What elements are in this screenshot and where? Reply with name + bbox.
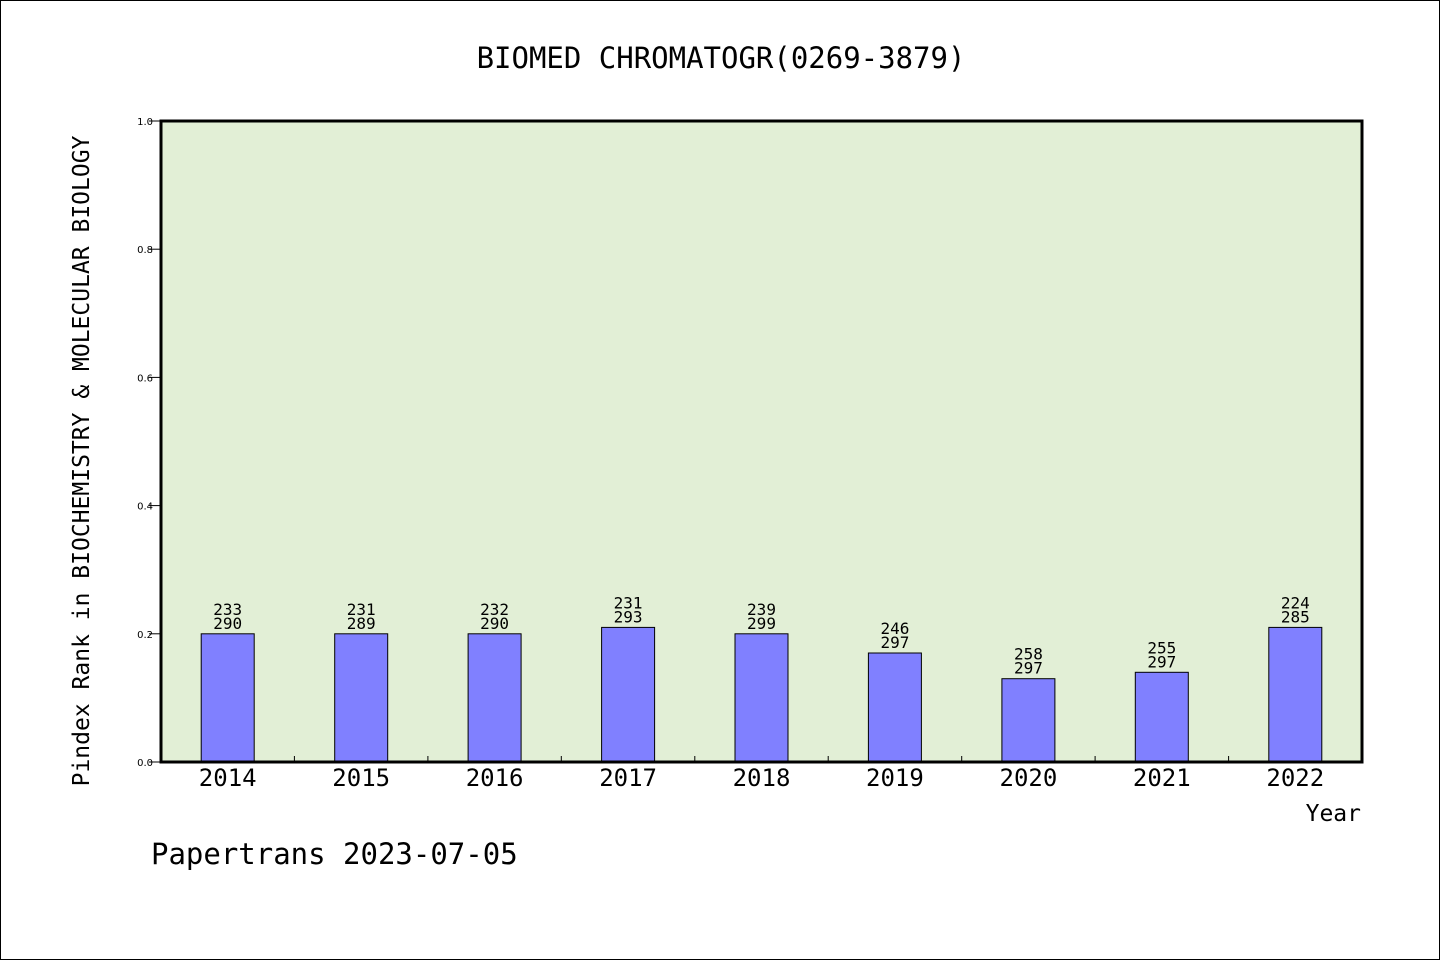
y-tick-label: 0.2 [137, 630, 153, 641]
chart-title: BIOMED CHROMATOGR(0269-3879) [477, 41, 966, 75]
data-label-rank-2016: 232 [480, 600, 509, 619]
plot-border [159, 119, 1364, 764]
data-label-total-2019: 297 [880, 633, 909, 652]
bar-2017 [601, 626, 656, 763]
data-label-rank-2021: 255 [1147, 638, 1176, 657]
bar-2020 [1001, 678, 1056, 763]
data-label-rank-2020: 258 [1014, 645, 1043, 664]
x-tick-label-2015: 2015 [332, 764, 390, 792]
y-axis-label: Pindex Rank in BIOCHEMISTRY & MOLECULAR … [69, 135, 95, 786]
data-label-rank-2018: 239 [747, 600, 776, 619]
x-tick-label-2014: 2014 [199, 764, 257, 792]
y-tick-label: 0.8 [137, 245, 153, 256]
bar-2022 [1268, 626, 1323, 763]
data-label-total-2021: 297 [1147, 652, 1176, 671]
x-tick-label-2019: 2019 [866, 764, 924, 792]
x-tick-label-2022: 2022 [1266, 764, 1324, 792]
data-label-total-2020: 297 [1014, 659, 1043, 678]
y-tick-label: 0.4 [137, 502, 153, 513]
data-label-total-2014: 290 [213, 614, 242, 633]
y-tick-label: 1.0 [137, 117, 153, 128]
x-tick-label-2020: 2020 [1000, 764, 1058, 792]
bar-2014 [200, 633, 255, 763]
bar-2015 [334, 633, 389, 763]
bars-group [200, 626, 1323, 763]
data-label-rank-2022: 224 [1281, 593, 1310, 612]
data-label-rank-2017: 231 [614, 593, 643, 612]
data-label-total-2017: 293 [614, 607, 643, 626]
data-label-total-2022: 285 [1281, 607, 1310, 626]
data-label-total-2018: 299 [747, 614, 776, 633]
x-tick-label-2018: 2018 [733, 764, 791, 792]
y-axis-ticks: 0.0 0.2 0.4 0.6 0.8 1.0 [137, 117, 161, 769]
x-axis-ticks: 2014 2015 2016 2017 2018 2019 2020 2021 2022 [199, 756, 1324, 792]
x-tick-label-2017: 2017 [599, 764, 657, 792]
bar-2018 [734, 633, 789, 763]
x-tick-label-2016: 2016 [466, 764, 524, 792]
bar-2016 [467, 633, 522, 763]
data-label-rank-2015: 231 [347, 600, 376, 619]
x-axis-label: Year [1306, 801, 1361, 827]
data-label-rank-2014: 233 [213, 600, 242, 619]
bar-2019 [867, 652, 922, 763]
y-tick-label: 0.0 [137, 758, 153, 769]
bar-2021 [1134, 671, 1189, 763]
footer-date-stamp: Papertrans 2023-07-05 [151, 837, 518, 871]
y-tick-label: 0.6 [137, 373, 153, 384]
data-label-total-2015: 289 [347, 614, 376, 633]
data-label-rank-2019: 246 [880, 619, 909, 638]
data-label-total-2016: 290 [480, 614, 509, 633]
x-tick-label-2021: 2021 [1133, 764, 1191, 792]
